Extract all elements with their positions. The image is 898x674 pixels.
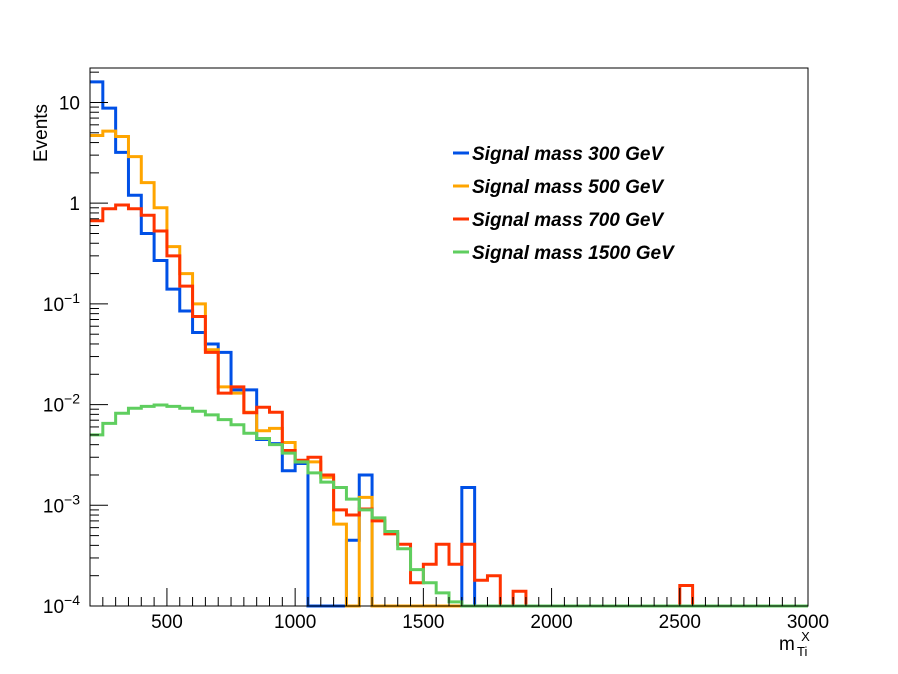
series-line-2: [90, 129, 808, 608]
axis-ticks: [90, 71, 809, 607]
y-tick-label-exponent: −3: [64, 491, 80, 507]
legend-label-2: Signal mass 500 GeV: [472, 177, 664, 198]
series-line-3: [90, 203, 808, 608]
y-tick-label-base: 10: [43, 496, 64, 517]
y-tick-label-base: 10: [43, 597, 64, 618]
axis-tick-labels: 500 1000 1500 2000 2500 300010110−110−210−310…: [43, 93, 829, 633]
y-tick-label: 10: [59, 93, 80, 114]
y-tick-label-exponent: −2: [64, 391, 80, 407]
legend-label-1: Signal mass 300 GeV: [472, 144, 664, 165]
y-tick-label-base: 10: [59, 93, 80, 114]
y-tick-label-base: 10: [43, 295, 64, 316]
plot-frame: [89, 67, 809, 607]
x-tick-label: 1500: [402, 612, 444, 633]
x-tick-label: 500: [151, 612, 183, 633]
y-tick-label-exponent: −1: [64, 290, 80, 306]
x-axis-title-subscript: Ti: [797, 644, 807, 659]
series-line-1: [90, 80, 808, 608]
x-tick-label: 3000: [787, 612, 829, 633]
y-tick-label: 10−4: [43, 592, 80, 618]
x-tick-label: 1000: [274, 612, 316, 633]
x-axis-title-superscript: X: [801, 629, 810, 644]
x-axis-title-main: m: [779, 634, 795, 655]
y-tick-label: 1: [69, 194, 80, 215]
series-line-4: [90, 403, 808, 608]
x-tick-label: 2000: [530, 612, 572, 633]
x-axis-title: m X Ti: [779, 629, 810, 659]
legend-label-3: Signal mass 700 GeV: [472, 210, 664, 231]
y-tick-label-exponent: −4: [64, 592, 80, 608]
y-tick-label: 10−3: [43, 491, 80, 517]
series-layer: [90, 80, 808, 608]
y-tick-label: 10−1: [43, 290, 80, 316]
y-tick-label: 10−2: [43, 391, 80, 417]
y-tick-label-base: 10: [43, 396, 64, 417]
y-tick-label-base: 1: [69, 194, 80, 215]
legend-label-4: Signal mass 1500 GeV: [472, 243, 675, 264]
legend: Signal mass 300 GeV Signal mass 500 GeV Si…: [453, 144, 675, 264]
x-tick-label: 2500: [659, 612, 701, 633]
y-axis-title: Events: [31, 104, 52, 162]
